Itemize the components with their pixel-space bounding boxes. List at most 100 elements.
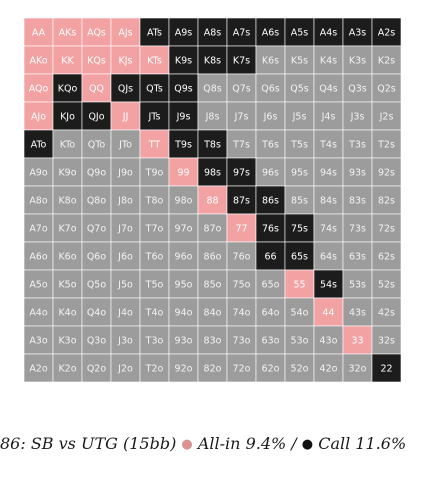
hand-cell-74s [313, 213, 344, 243]
hand-label-T9o: T9o [145, 168, 164, 179]
hand-cell-Q2s [371, 73, 402, 103]
hand-label-KJo: KJo [60, 112, 75, 123]
hand-label-Q4o: Q4o [87, 308, 107, 319]
hand-label-Q2s: Q2s [377, 84, 396, 95]
hand-label-QTs: QTs [146, 84, 163, 95]
hand-cell-AQs [81, 17, 112, 47]
hand-cell-76s [255, 213, 286, 243]
hand-label-K5s: K5s [291, 56, 308, 67]
hand-label-J6o: J6o [117, 252, 133, 263]
hand-cell-T8o [139, 185, 170, 215]
hand-cell-52o [284, 353, 315, 383]
hand-label-K2o: K2o [58, 364, 76, 375]
hand-cell-97o [168, 213, 199, 243]
hand-cell-QTs [139, 73, 170, 103]
hand-label-J6s: J6s [263, 112, 278, 123]
hand-label-75s: 75s [291, 224, 308, 235]
hand-cell-J6s [255, 101, 286, 131]
hand-label-J3o: J3o [117, 336, 133, 347]
hand-label-Q4s: Q4s [319, 84, 338, 95]
hand-label-62s: 62s [378, 252, 395, 263]
hand-label-KTo: KTo [60, 140, 76, 151]
hand-label-86s: 86s [262, 196, 279, 207]
hand-cell-96s [255, 157, 286, 187]
hand-cell-87o [197, 213, 228, 243]
hand-label-Q8s: Q8s [203, 84, 222, 95]
hand-label-J9s: J9s [176, 112, 191, 123]
hand-label-Q7o: Q7o [87, 224, 107, 235]
hand-label-32s: 32s [378, 336, 395, 347]
hand-label-76o: 76o [233, 252, 251, 263]
hand-label-K8o: K8o [58, 196, 76, 207]
hand-label-A3s: A3s [349, 28, 367, 39]
hand-label-98s: 98s [204, 168, 221, 179]
hand-label-Q8o: Q8o [87, 196, 107, 207]
hand-label-K4s: K4s [320, 56, 337, 67]
hand-label-J2o: J2o [117, 364, 133, 375]
hand-label-Q9o: Q9o [87, 168, 107, 179]
hand-cell-64s [313, 241, 344, 271]
hand-cell-84s [313, 185, 344, 215]
hand-label-J7o: J7o [117, 224, 133, 235]
hand-cell-55 [284, 269, 315, 299]
hand-label-K9o: K9o [58, 168, 76, 179]
hand-cell-73s [342, 213, 373, 243]
hand-cell-J5s [284, 101, 315, 131]
hand-cell-J5o [110, 269, 141, 299]
hand-cell-85o [197, 269, 228, 299]
hand-cell-KTo [52, 129, 83, 159]
hand-label-KTs: KTs [147, 56, 162, 67]
hand-label-96s: 96s [262, 168, 279, 179]
hand-cell-T8s [197, 129, 228, 159]
hand-cell-32o [342, 353, 373, 383]
hand-label-64s: 64s [320, 252, 337, 263]
hand-label-Q7s: Q7s [232, 84, 251, 95]
hand-label-94o: 94o [175, 308, 193, 319]
hand-label-K4o: K4o [58, 308, 76, 319]
hand-label-96o: 96o [175, 252, 193, 263]
hand-cell-QQ [81, 73, 112, 103]
hand-cell-K4o [52, 297, 83, 327]
hand-cell-T4o [139, 297, 170, 327]
hand-label-77: 77 [235, 224, 247, 235]
hand-cell-92s [371, 157, 402, 187]
hand-label-97s: 97s [233, 168, 250, 179]
hand-label-AKo: AKo [29, 56, 47, 67]
hand-label-86o: 86o [204, 252, 222, 263]
hand-cell-K6s [255, 45, 286, 75]
hand-label-Q9s: Q9s [174, 84, 193, 95]
hand-label-63o: 63o [262, 336, 280, 347]
hand-cell-97s [226, 157, 257, 187]
hand-label-TT: TT [148, 140, 161, 151]
hand-label-A4s: A4s [320, 28, 338, 39]
hand-label-44: 44 [322, 308, 334, 319]
hand-label-84o: 84o [204, 308, 222, 319]
hand-label-99: 99 [177, 168, 189, 179]
hand-label-83o: 83o [204, 336, 222, 347]
hand-label-52s: 52s [378, 280, 395, 291]
hand-label-J4o: J4o [117, 308, 133, 319]
hand-label-AA: AA [32, 28, 46, 39]
hand-cell-54s [313, 269, 344, 299]
hand-label-Q5o: Q5o [87, 280, 107, 291]
hand-label-K3o: K3o [58, 336, 76, 347]
hand-cell-J8s [197, 101, 228, 131]
hand-label-AJo: AJo [31, 112, 46, 123]
hand-label-A3o: A3o [29, 336, 48, 347]
hand-label-42s: 42s [378, 308, 395, 319]
hand-label-54s: 54s [320, 280, 337, 291]
hand-label-Q5s: Q5s [290, 84, 309, 95]
hand-label-K8s: K8s [204, 56, 221, 67]
call-legend-dot: ● [301, 437, 314, 452]
hand-label-82s: 82s [378, 196, 395, 207]
hand-cell-AKo [23, 45, 54, 75]
caption-call-text: Call 11.6% [318, 434, 407, 453]
hand-label-82o: 82o [204, 364, 222, 375]
hand-label-T4o: T4o [145, 308, 164, 319]
hand-cell-42s [371, 297, 402, 327]
caption-allin-text: All-in 9.4% / [197, 434, 297, 453]
hand-label-J3s: J3s [350, 112, 365, 123]
hand-label-J4s: J4s [321, 112, 336, 123]
hand-label-AQo: AQo [29, 84, 49, 95]
hand-label-22: 22 [380, 364, 392, 375]
